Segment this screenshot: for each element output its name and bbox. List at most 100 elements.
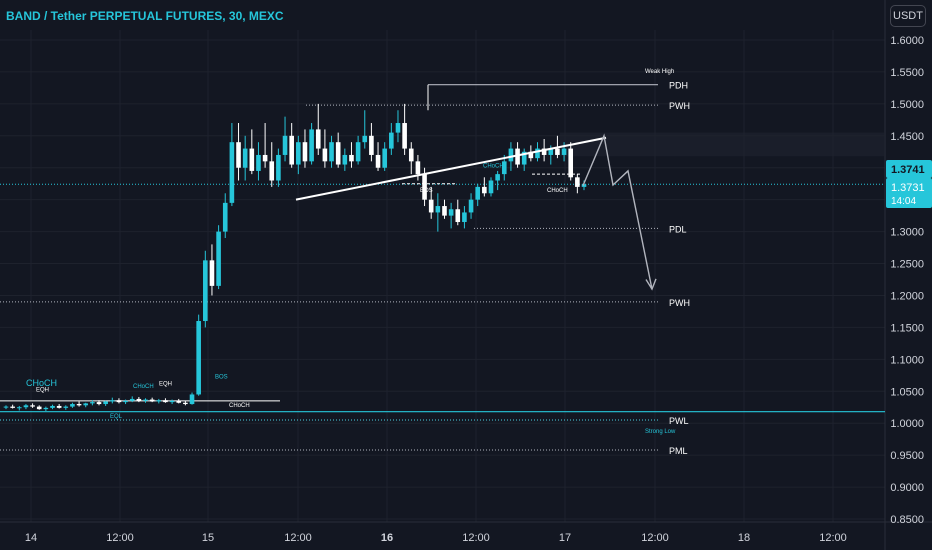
candle-body — [501, 161, 507, 175]
candle-body — [216, 231, 221, 286]
candle-body — [3, 406, 9, 408]
candle-body — [375, 154, 381, 168]
candle-body — [535, 148, 540, 159]
candle-body — [136, 398, 142, 401]
chart-annotation: BOS — [215, 374, 228, 380]
candle-body — [422, 174, 427, 200]
candle-body — [123, 400, 128, 403]
y-tick-label: 1.5000 — [890, 99, 924, 111]
candle-body — [296, 142, 301, 165]
candle-body — [581, 184, 587, 187]
candle-body — [568, 148, 574, 178]
candle-body — [475, 186, 481, 200]
candle-body — [428, 199, 434, 213]
y-tick-label: 1.4500 — [890, 131, 924, 143]
candle-body — [189, 394, 195, 405]
close-price-badge — [886, 178, 932, 208]
close-price-label: 1.3731 — [891, 182, 925, 194]
candle-body — [455, 209, 461, 223]
level-label-pdh: PDH — [669, 81, 688, 91]
candle-body — [448, 209, 454, 216]
candle-body — [302, 142, 308, 162]
candle-body — [76, 404, 82, 406]
candle-body — [575, 177, 580, 187]
candle-body — [442, 206, 447, 216]
x-tick-label: 12:00 — [284, 532, 312, 544]
candle-body — [262, 154, 268, 162]
level-label-pwh: PWH — [669, 298, 690, 308]
candle-body — [143, 399, 148, 401]
candle-body — [402, 123, 407, 149]
candle-body — [229, 142, 235, 203]
candle-body — [276, 154, 281, 181]
y-tick-label: 1.0500 — [890, 386, 924, 398]
candle-body — [362, 135, 368, 143]
last-price-label: 1.3741 — [891, 164, 925, 176]
candle-body — [408, 148, 414, 162]
chart-annotation: CHoCH — [483, 164, 504, 170]
chart-annotation: Weak High — [645, 69, 674, 75]
candle-body — [129, 398, 135, 401]
last-price-badge — [886, 160, 932, 178]
candle-body — [256, 154, 261, 171]
key-levels: PDH PWH PDL PWH PWL PML — [0, 81, 885, 456]
candle-body — [70, 404, 75, 407]
candle-body — [468, 199, 474, 213]
candle-body — [30, 405, 35, 407]
level-label-pwl: PWL — [669, 416, 689, 426]
x-tick-label: 12:00 — [462, 532, 490, 544]
candle-body — [329, 142, 334, 162]
resistance-zone — [560, 132, 885, 157]
y-tick-label: 1.1000 — [890, 354, 924, 366]
y-tick-label: 1.6000 — [890, 35, 924, 47]
candle-body — [183, 402, 188, 405]
level-label-pdl: PDL — [669, 224, 687, 234]
x-tick-label: 16 — [381, 532, 393, 544]
candle-body — [96, 402, 102, 405]
candle-body — [156, 400, 162, 402]
candle-body — [515, 148, 520, 165]
candle-body — [335, 142, 341, 165]
y-tick-label: 1.3000 — [890, 227, 924, 239]
candle-body — [149, 399, 155, 402]
y-tick-label: 1.0000 — [890, 418, 924, 430]
chart-annotation: EQH — [36, 387, 49, 393]
y-tick-label: 1.2500 — [890, 259, 924, 271]
candle-body — [222, 202, 228, 232]
candle-body — [176, 400, 182, 403]
candle-body — [83, 403, 89, 406]
projection-arrowhead — [645, 278, 657, 291]
candle-body — [541, 148, 547, 155]
currency-button[interactable]: USDT — [890, 5, 926, 27]
candle-body — [236, 142, 241, 168]
candle-body — [10, 406, 15, 408]
chart-annotation: CHoCH — [547, 188, 568, 194]
candle-body — [521, 151, 527, 165]
candle-body — [508, 148, 514, 162]
trendline — [295, 136, 607, 201]
candle-body — [23, 405, 29, 408]
candle-body — [43, 407, 49, 410]
candle-body — [203, 260, 208, 322]
candle-body — [482, 186, 487, 194]
candle-body — [196, 321, 201, 395]
candle-body — [169, 400, 175, 403]
candle-body — [289, 135, 294, 165]
candle-body — [209, 260, 215, 286]
candle-body — [528, 151, 534, 159]
candle-body — [56, 405, 62, 408]
candle-body — [109, 400, 115, 402]
chart-annotation: CHoCH — [229, 403, 250, 409]
candle-body — [435, 206, 441, 213]
candle-body — [163, 400, 168, 403]
y-tick-label: 0.9000 — [890, 482, 924, 494]
y-axis[interactable]: 1.60001.55001.50001.45001.40001.35001.30… — [890, 35, 924, 526]
candle-body — [355, 142, 361, 162]
x-axis[interactable]: 14 12:00 15 12:00 16 12:00 17 12:00 18 12:00 — [25, 532, 847, 544]
candles — [3, 103, 587, 412]
projection-path — [582, 133, 653, 290]
price-badges: 1.3741 1.3731 14:04 — [886, 160, 932, 208]
x-tick-label: 15 — [202, 532, 214, 544]
